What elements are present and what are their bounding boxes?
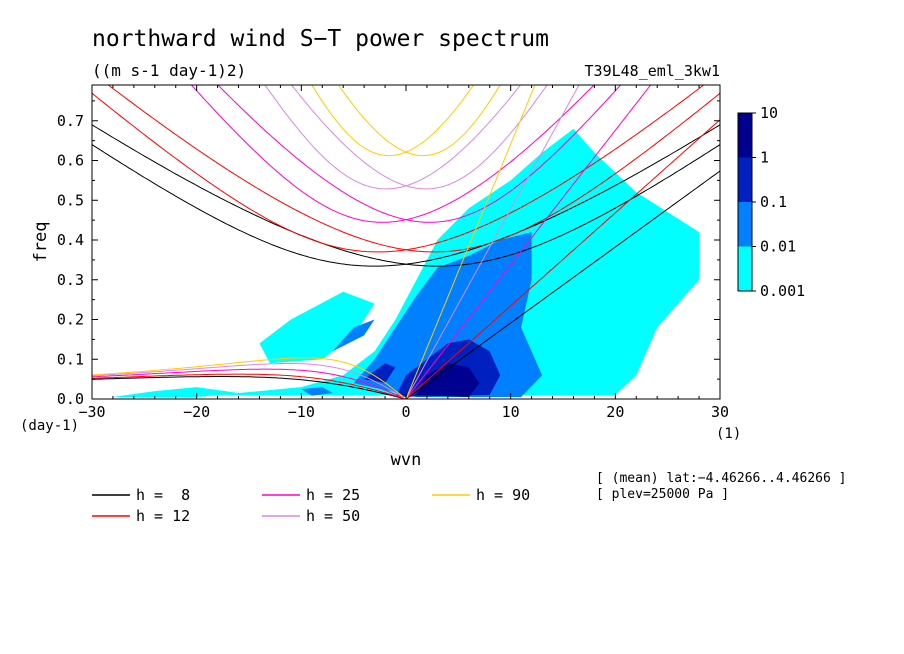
dispersion-curve-h90-eig: [311, 85, 475, 157]
x-tick-label: 20: [606, 403, 624, 421]
annotation-plev: [ plev=25000 Pa ]: [596, 487, 729, 502]
dispersion-curve-h50-eig: [264, 85, 522, 190]
dispersion-curve-h50-rossby: [92, 363, 407, 399]
y-tick-label: 0.5: [57, 191, 84, 209]
y-tick-label: 0.7: [57, 112, 84, 130]
colorbar-label: 1: [760, 149, 769, 167]
y-tick-label: 0.6: [57, 152, 84, 170]
contour-region-1: [259, 291, 375, 364]
colorbar-swatch: [738, 113, 752, 158]
dispersion-curve-h25-rossby: [92, 368, 407, 399]
contour-region-7: [364, 363, 396, 384]
x-tick-label: −30: [78, 403, 105, 421]
y-unit-label: (day-1): [20, 418, 79, 434]
y-tick-label: 0.4: [57, 231, 84, 249]
experiment-label: T39L48_eml_3kw1: [585, 62, 720, 80]
dispersion-curve-h12-eig: [92, 85, 705, 253]
x-tick-label: 10: [502, 403, 520, 421]
colorbar-label: 0.01: [760, 238, 796, 256]
colorbar-swatch: [738, 157, 752, 202]
y-tick-label: 0.1: [57, 350, 84, 368]
colorbar-swatch: [738, 246, 752, 291]
dispersion-curve-h90-kelvin: [405, 85, 536, 399]
x-axis: −30 −20 −10 0 10 20 30: [78, 85, 729, 421]
x-tick-label: −20: [183, 403, 210, 421]
y-tick-label: 0.3: [57, 271, 84, 289]
colorbar-label: 10: [760, 104, 778, 122]
legend: h = 8 h = 12 h = 25 h = 50 h = 90: [92, 486, 530, 525]
colorbar-label: 0.1: [760, 193, 787, 211]
y-tick-label: 0.0: [57, 390, 84, 408]
y-axis-title: freq: [31, 222, 51, 263]
legend-label: h = 12: [136, 507, 190, 525]
contour-region-4: [332, 319, 375, 352]
y-axis: 0.0 0.1 0.2 0.3 0.4 0.5 0.6 0.7: [57, 100, 720, 408]
x-tick-label: 30: [711, 403, 729, 421]
colorbar-label: 0.001: [760, 282, 805, 300]
dispersion-curve-h8-kelvin: [405, 170, 720, 399]
legend-label: h = 8: [136, 486, 190, 504]
legend-label: h = 50: [306, 507, 360, 525]
chart-units: ((m s-1 day-1)2): [92, 61, 246, 80]
dispersion-curve-h12-rossby: [92, 373, 407, 399]
legend-label: h = 25: [306, 486, 360, 504]
contour-region-2: [112, 387, 239, 397]
dispersion-curve-h50-kelvin: [405, 85, 580, 399]
x-unit-label: (1): [716, 426, 741, 442]
annotation-lat: [ (mean) lat:−4.46266..4.46266 ]: [596, 471, 846, 486]
spectrum-contours: [112, 128, 700, 397]
dispersion-curve-h8-rossby: [92, 376, 407, 399]
contour-region-5: [301, 387, 333, 396]
dispersion-curve-h90-rossby: [92, 357, 407, 399]
dispersion-curves: [92, 85, 720, 399]
colorbar-swatch: [738, 202, 752, 247]
dispersion-curve-h12-kelvin: [405, 119, 720, 399]
contour-region-8: [416, 363, 480, 397]
dispersion-curve-h25-kelvin: [405, 85, 652, 399]
x-tick-label: −10: [288, 403, 315, 421]
legend-label: h = 90: [476, 486, 530, 504]
x-tick-label: 0: [401, 403, 410, 421]
dispersion-curve-h8-eig: [92, 124, 720, 267]
y-tick-label: 0.2: [57, 311, 84, 329]
chart-title: northward wind S−T power spectrum: [92, 26, 549, 52]
contour-region-3: [353, 232, 543, 397]
colorbar: 0.001 0.01 0.1 1 10: [737, 104, 805, 300]
x-axis-title: wvn: [391, 450, 422, 470]
